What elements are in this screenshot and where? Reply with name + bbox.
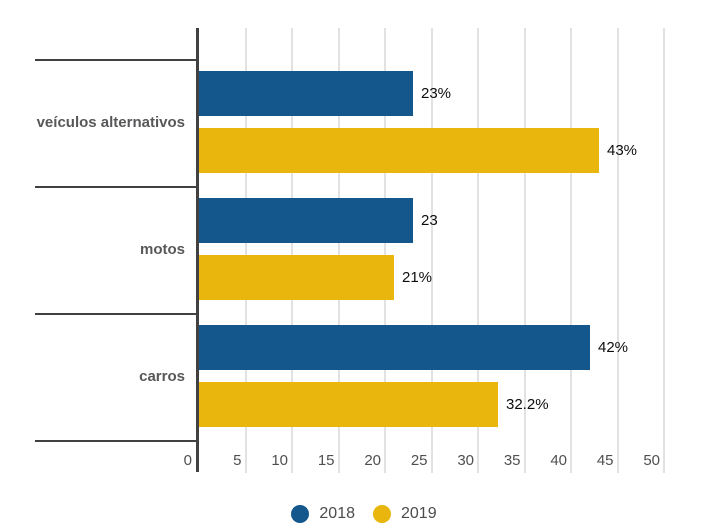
legend-label: 2018: [319, 505, 355, 522]
legend-swatch-icon: [373, 505, 391, 523]
x-tick-label: 15: [317, 452, 335, 469]
bar-2019: [199, 382, 498, 427]
row-separator: [35, 59, 197, 61]
bar-value-label: 43%: [607, 141, 638, 159]
category-label: motos: [140, 240, 185, 258]
legend-item: 2018: [291, 504, 355, 524]
x-tick-label: 30: [457, 452, 474, 469]
gridline: [663, 28, 665, 473]
bar-2018: [199, 325, 590, 370]
category-label: veículos alternativos: [36, 113, 185, 131]
gridline: [430, 28, 433, 473]
x-tick-label: 25: [410, 452, 428, 469]
legend-item: 2019: [373, 504, 437, 524]
x-tick-label: 10: [271, 452, 288, 469]
bar-value-label: 23: [421, 211, 438, 229]
bar-value-label: 32.2%: [506, 395, 549, 413]
bar-2019: [199, 255, 394, 300]
x-tick-label: 35: [503, 452, 521, 469]
row-separator: [35, 186, 197, 188]
gridline: [523, 28, 526, 473]
bar-2018: [199, 198, 413, 243]
category-label: carros: [139, 367, 185, 385]
x-tick-label: 0: [183, 452, 192, 469]
x-tick-label: 40: [550, 452, 567, 469]
bar-2018: [199, 71, 413, 116]
y-axis-line: [196, 28, 199, 472]
x-tick-label: 5: [233, 452, 242, 469]
legend: 2018 2019: [0, 497, 728, 531]
row-separator: [35, 313, 197, 315]
bar-value-label: 21%: [402, 268, 433, 286]
row-separator: [35, 440, 197, 442]
bar-value-label: 23%: [421, 84, 452, 102]
gridline: [291, 28, 293, 473]
gridline: [616, 28, 619, 473]
x-tick-label: 20: [364, 452, 381, 469]
gridline: [337, 28, 340, 473]
gridline: [384, 28, 386, 473]
legend-swatch-icon: [291, 505, 310, 523]
bar-2019: [199, 128, 599, 173]
x-tick-label: 50: [643, 452, 660, 469]
bar-value-label: 42%: [598, 338, 629, 356]
x-tick-label: 45: [596, 452, 614, 469]
gridline: [477, 28, 479, 473]
gridline: [244, 28, 247, 473]
legend-label: 2019: [401, 505, 437, 522]
gridline: [570, 28, 572, 473]
